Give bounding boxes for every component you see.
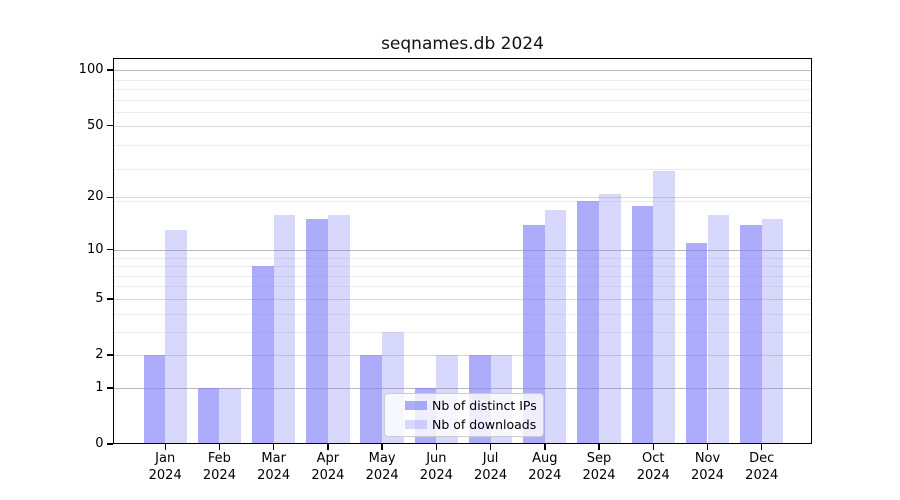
- y-tick: [106, 354, 113, 356]
- bar-downloads-apr: [327, 214, 350, 444]
- bar-downloads-feb: [219, 387, 242, 444]
- minor-gridline: [113, 99, 812, 101]
- x-tick: [489, 444, 492, 450]
- legend-label-distinct-ips: Nb of distinct IPs: [432, 397, 537, 413]
- x-tick: [218, 444, 221, 450]
- minor-gridline: [113, 145, 812, 147]
- x-tick: [435, 444, 438, 450]
- bar-distinct-ips-jan: [143, 355, 166, 444]
- y-tick-label: 0: [95, 436, 104, 451]
- y-tick-label: 20: [86, 189, 104, 205]
- x-tick-label: Feb 2024: [202, 451, 236, 483]
- bar-distinct-ips-may: [360, 355, 383, 444]
- legend: Nb of distinct IPs Nb of downloads: [384, 393, 544, 437]
- legend-item-downloads: Nb of downloads: [405, 417, 543, 433]
- minor-gridline: [113, 79, 812, 81]
- legend-label-downloads: Nb of downloads: [432, 416, 537, 432]
- x-tick: [652, 444, 654, 450]
- x-tick: [381, 444, 383, 450]
- x-tick-label: Dec 2024: [745, 451, 779, 483]
- y-tick-label: 5: [95, 290, 104, 306]
- x-tick-label: May 2024: [365, 451, 399, 483]
- gridline: [113, 70, 812, 72]
- y-tick: [106, 124, 113, 127]
- y-tick: [106, 196, 113, 199]
- y-tick: [106, 298, 113, 300]
- bar-distinct-ips-mar: [251, 266, 274, 444]
- minor-gridline: [113, 201, 812, 203]
- x-tick: [761, 444, 763, 450]
- bar-distinct-ips-feb: [197, 387, 220, 444]
- x-tick: [598, 444, 600, 450]
- bar-downloads-aug: [544, 209, 567, 444]
- legend-swatch-downloads-icon: [405, 420, 427, 429]
- chart-title: seqnames.db 2024: [381, 34, 544, 54]
- bar-distinct-ips-apr: [306, 219, 328, 444]
- x-tick: [272, 444, 275, 450]
- x-tick-label: Sep 2024: [582, 451, 616, 483]
- legend-item-distinct-ips: Nb of distinct IPs: [405, 398, 543, 414]
- x-tick-label: Jun 2024: [419, 451, 453, 483]
- bar-distinct-ips-sep: [577, 201, 600, 444]
- bar-distinct-ips-oct: [631, 205, 654, 444]
- x-tick: [706, 444, 709, 450]
- bar-distinct-ips-dec: [740, 224, 762, 444]
- x-tick-label: Aug 2024: [528, 451, 562, 483]
- bar-downloads-oct: [653, 171, 675, 444]
- x-tick: [164, 444, 166, 450]
- gridline: [113, 125, 812, 127]
- minor-gridline: [113, 112, 812, 114]
- y-tick: [106, 443, 113, 445]
- bar-downloads-dec: [761, 219, 784, 444]
- y-tick: [106, 387, 113, 389]
- x-tick-label: Oct 2024: [636, 451, 670, 483]
- legend-swatch-distinct-ips-icon: [405, 401, 427, 410]
- x-tick: [327, 444, 329, 450]
- gridline: [113, 197, 812, 199]
- x-tick-label: Nov 2024: [690, 451, 725, 483]
- y-tick: [106, 69, 113, 71]
- y-tick-label: 2: [95, 347, 104, 363]
- y-tick-label: 50: [86, 117, 104, 133]
- minor-gridline: [113, 89, 812, 91]
- x-tick: [544, 444, 546, 450]
- x-tick-label: Jan 2024: [148, 451, 182, 483]
- bar-downloads-mar: [273, 214, 296, 444]
- bar-downloads-nov: [707, 214, 730, 444]
- x-tick-label: Mar 2024: [257, 451, 291, 483]
- y-tick: [106, 249, 113, 251]
- bar-distinct-ips-aug: [523, 224, 545, 444]
- y-tick-label: 100: [78, 62, 104, 78]
- y-tick-label: 10: [86, 241, 104, 257]
- bar-downloads-jan: [165, 230, 187, 444]
- x-tick-label: Apr 2024: [311, 451, 345, 483]
- minor-gridline: [113, 168, 812, 170]
- y-tick-label: 1: [95, 379, 104, 395]
- x-tick-label: Jul 2024: [474, 451, 508, 483]
- bar-downloads-sep: [599, 193, 621, 444]
- bar-distinct-ips-nov: [685, 242, 708, 444]
